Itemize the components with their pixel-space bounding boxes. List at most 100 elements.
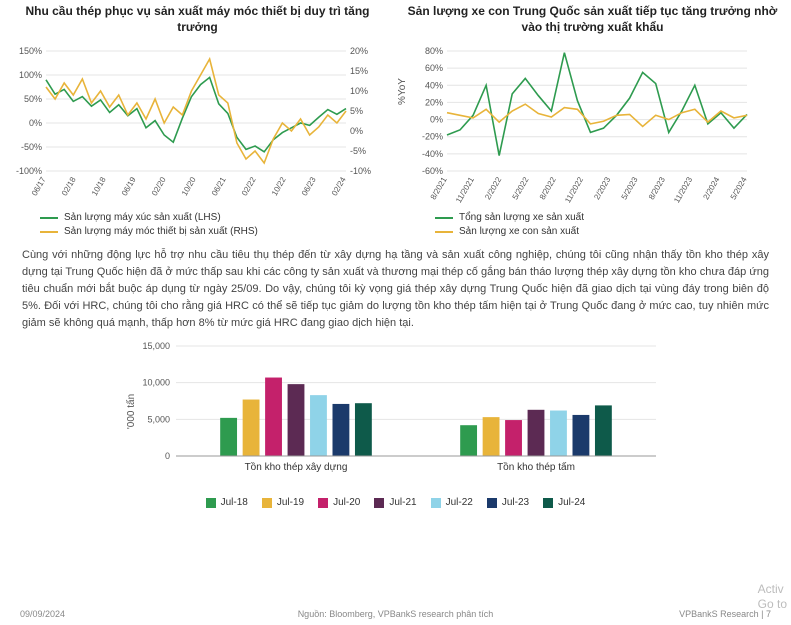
svg-text:-50%: -50% <box>21 142 42 152</box>
footer-source: Nguồn: Bloomberg, VPBankS research phân … <box>298 609 494 619</box>
svg-text:06/19: 06/19 <box>120 175 138 197</box>
legend-swatch <box>374 498 384 508</box>
legend-swatch <box>262 498 272 508</box>
analysis-paragraph: Cùng với những động lực hỗ trợ nhu cầu t… <box>0 237 791 338</box>
svg-text:50%: 50% <box>24 94 42 104</box>
legend-item: Sản lượng máy xúc sản xuất (LHS) <box>40 212 395 223</box>
svg-text:-10%: -10% <box>350 166 371 176</box>
svg-text:8/2022: 8/2022 <box>538 175 558 201</box>
svg-text:5/2023: 5/2023 <box>620 175 640 201</box>
svg-text:5/2022: 5/2022 <box>511 175 531 201</box>
svg-text:8/2021: 8/2021 <box>429 175 449 201</box>
svg-text:10,000: 10,000 <box>142 378 170 388</box>
chart3-container: '000 tấn 0 5,000 10,000 15,000 Tồn kho thép … <box>116 338 676 508</box>
svg-text:02/20: 02/20 <box>150 175 168 197</box>
chart1-svg: -100%-50%0%50%100%150%-10%-5%0%5%10%15%2… <box>0 43 380 203</box>
svg-text:5,000: 5,000 <box>147 415 170 425</box>
legend-label: Jul-18 <box>221 497 248 508</box>
svg-text:02/18: 02/18 <box>60 175 78 197</box>
svg-text:10/20: 10/20 <box>180 175 198 197</box>
chart2-title: Sản lượng xe con Trung Quốc sản xuất tiế… <box>395 0 790 43</box>
chart1-title: Nhu cầu thép phục vụ sản xuất máy móc th… <box>0 0 395 43</box>
svg-text:Tồn kho thép tấm: Tồn kho thép tấm <box>497 461 575 473</box>
chart2-container: Sản lượng xe con Trung Quốc sản xuất tiế… <box>395 0 790 237</box>
svg-text:0%: 0% <box>430 115 443 125</box>
svg-text:0: 0 <box>164 451 169 461</box>
legend-swatch <box>435 217 453 219</box>
legend-item: Jul-21 <box>374 497 416 508</box>
legend-label: Jul-21 <box>389 497 416 508</box>
legend-swatch <box>40 231 58 233</box>
chart2-svg: -60% -40% -20% 0% 20% 40% 60% 80% 8/202111/2021 2… <box>395 43 775 203</box>
windows-watermark: Activ Go to <box>758 582 787 611</box>
svg-text:-20%: -20% <box>422 132 443 142</box>
legend-swatch <box>431 498 441 508</box>
svg-text:11/2022: 11/2022 <box>563 175 585 203</box>
legend-label: Jul-22 <box>446 497 473 508</box>
svg-text:10%: 10% <box>350 86 368 96</box>
chart3-ylabel: '000 tấn <box>126 394 137 429</box>
legend-item: Jul-22 <box>431 497 473 508</box>
svg-text:02/22: 02/22 <box>240 175 258 197</box>
chart3-svg: 0 5,000 10,000 15,000 Tồn kho thép xây dựng T… <box>116 338 676 488</box>
legend-item: Jul-20 <box>318 497 360 508</box>
legend-label: Sản lượng xe con sản xuất <box>459 226 579 237</box>
legend-label: Jul-19 <box>277 497 304 508</box>
svg-text:-40%: -40% <box>422 149 443 159</box>
svg-text:0%: 0% <box>29 118 42 128</box>
svg-text:Tồn kho thép xây dựng: Tồn kho thép xây dựng <box>244 461 347 473</box>
svg-text:150%: 150% <box>19 46 42 56</box>
chart1-container: Nhu cầu thép phục vụ sản xuất máy móc th… <box>0 0 395 237</box>
legend-item: Jul-19 <box>262 497 304 508</box>
svg-text:8/2023: 8/2023 <box>647 175 667 201</box>
svg-text:0%: 0% <box>350 126 363 136</box>
legend-item: Jul-23 <box>487 497 529 508</box>
legend-swatch <box>435 231 453 233</box>
svg-text:02/24: 02/24 <box>330 175 348 197</box>
svg-text:06/23: 06/23 <box>300 175 318 197</box>
page-footer: 09/09/2024 Nguồn: Bloomberg, VPBankS res… <box>0 609 791 619</box>
legend-item: Jul-24 <box>543 497 585 508</box>
svg-text:06/17: 06/17 <box>30 175 48 197</box>
svg-text:2/2022: 2/2022 <box>483 175 503 201</box>
svg-text:-5%: -5% <box>350 146 366 156</box>
legend-swatch <box>40 217 58 219</box>
svg-text:15%: 15% <box>350 66 368 76</box>
svg-text:20%: 20% <box>425 98 443 108</box>
watermark-line1: Activ <box>758 582 787 596</box>
svg-text:40%: 40% <box>425 80 443 90</box>
legend-item: Sản lượng xe con sản xuất <box>435 226 790 237</box>
svg-text:10/18: 10/18 <box>90 175 108 197</box>
top-charts-row: Nhu cầu thép phục vụ sản xuất máy móc th… <box>0 0 791 237</box>
svg-text:15,000: 15,000 <box>142 341 170 351</box>
chart2-legend: Tổng sản lượng xe sản xuất Sản lượng xe … <box>395 212 790 237</box>
chart3-legend: Jul-18 Jul-19 Jul-20 Jul-21 Jul-22 Jul-23 Jul-… <box>116 497 676 508</box>
svg-text:06/21: 06/21 <box>210 175 228 197</box>
svg-text:60%: 60% <box>425 63 443 73</box>
svg-text:-60%: -60% <box>422 166 443 176</box>
svg-text:11/2023: 11/2023 <box>672 175 694 203</box>
watermark-line2: Go to <box>758 597 787 611</box>
legend-label: Sản lượng máy móc thiết bị sản xuất (RHS… <box>64 226 258 237</box>
legend-swatch <box>206 498 216 508</box>
svg-text:2/2024: 2/2024 <box>701 175 721 201</box>
legend-label: Sản lượng máy xúc sản xuất (LHS) <box>64 212 221 223</box>
legend-swatch <box>318 498 328 508</box>
svg-text:80%: 80% <box>425 46 443 56</box>
svg-text:11/2021: 11/2021 <box>454 175 476 203</box>
legend-label: Jul-24 <box>558 497 585 508</box>
legend-swatch <box>543 498 553 508</box>
legend-item: Sản lượng máy móc thiết bị sản xuất (RHS… <box>40 226 395 237</box>
svg-text:-100%: -100% <box>16 166 42 176</box>
chart2-ylabel: %YoY <box>397 78 408 105</box>
legend-item: Tổng sản lượng xe sản xuất <box>435 212 790 223</box>
svg-text:2/2023: 2/2023 <box>592 175 612 201</box>
legend-label: Jul-23 <box>502 497 529 508</box>
legend-label: Tổng sản lượng xe sản xuất <box>459 212 584 223</box>
legend-swatch <box>487 498 497 508</box>
chart1-legend: Sản lượng máy xúc sản xuất (LHS) Sản lượ… <box>0 212 395 237</box>
svg-text:10/22: 10/22 <box>270 175 288 197</box>
svg-text:20%: 20% <box>350 46 368 56</box>
svg-text:5/2024: 5/2024 <box>729 175 749 201</box>
svg-text:5%: 5% <box>350 106 363 116</box>
